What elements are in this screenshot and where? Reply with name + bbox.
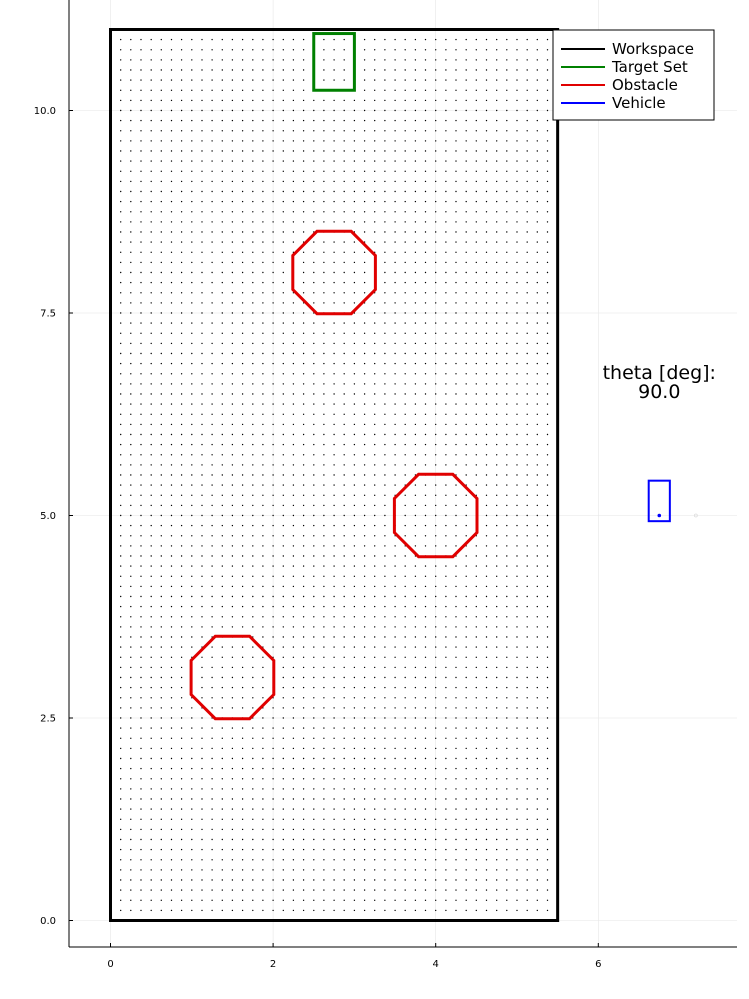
x-tick-label: 2 [270, 959, 276, 970]
annotation: theta [deg]: 90.0 [603, 362, 716, 403]
workspace-rect [109, 28, 560, 922]
legend-box [552, 29, 715, 121]
target-set-rect [312, 32, 356, 92]
vehicle-position-point [657, 513, 662, 518]
faint-marker [693, 513, 698, 518]
y-tick-label: 10.0 [34, 106, 56, 117]
obstacle-octagon-3 [189, 634, 276, 721]
vehicle-rect [647, 479, 671, 523]
obstacle-octagon-2 [392, 472, 479, 559]
y-tick-label: 0.0 [40, 916, 56, 927]
x-tick-label: 4 [433, 959, 439, 970]
legend-label: Vehicle [612, 94, 666, 112]
ticks: 0 2 4 6 0.0 2.5 5.0 7.5 10.0 [34, 106, 602, 970]
x-tick-label: 0 [107, 959, 113, 970]
legend-label: Workspace [612, 40, 694, 58]
shapes [109, 28, 698, 922]
x-tick-label: 6 [595, 959, 601, 970]
legend-label: Target Set [611, 58, 688, 76]
y-tick-label: 2.5 [40, 714, 56, 725]
obstacle-octagon-1 [291, 229, 377, 316]
grid-point-marks [120, 38, 549, 912]
axes [68, 0, 737, 948]
y-tick-label: 5.0 [40, 511, 56, 522]
legend-label: Obstacle [612, 76, 678, 94]
grid [69, 0, 737, 947]
theta-label: theta [deg]: [603, 362, 716, 384]
grid-points [120, 38, 549, 912]
y-tick-label: 7.5 [40, 309, 56, 320]
theta-value: 90.0 [638, 381, 680, 403]
